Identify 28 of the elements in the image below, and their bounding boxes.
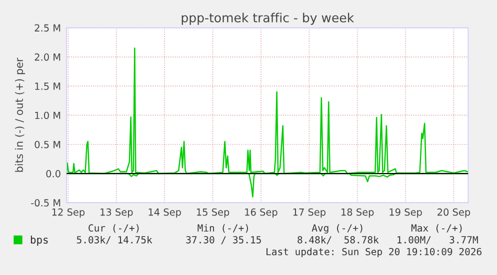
y-tick-label: -0.5 M	[31, 199, 60, 207]
x-tick-label: 18 Sep	[342, 208, 374, 218]
text: 1.00M/ 3.77M	[398, 236, 478, 244]
y-tick-label: 0.5 M	[34, 140, 60, 148]
y-axis-title: bits in (-) / out (+) per	[14, 58, 26, 172]
y-tick-label: 2.5 M	[34, 24, 60, 32]
x-tick-label: 13 Sep	[100, 208, 133, 218]
text: Last update: Sun Sep 20 19:10:09 2026	[266, 248, 482, 258]
x-tick-label: 16 Sep	[245, 208, 278, 218]
y-tick-label: 0.0	[46, 170, 60, 178]
text: Min (-/+)	[198, 224, 248, 233]
x-tick-label: 20 Sep	[438, 208, 470, 218]
text: Avg (-/+)	[312, 224, 362, 234]
legend-label: bps	[30, 236, 48, 246]
text: Cur (-/+)	[88, 224, 139, 233]
y-tick-label: 1.0 M	[35, 112, 60, 120]
x-tick-label: 15 Sep	[196, 208, 230, 218]
x-tick-label: 19 Sep	[390, 208, 422, 218]
y-tick-label: 1.5 M	[35, 82, 60, 90]
text: Max (-/+)	[411, 224, 462, 233]
y-tick-label: 2.0 M	[34, 53, 60, 61]
chart-title: ppp-tomek traffic - by week	[182, 12, 354, 25]
x-tick-label: 14 Sep	[148, 208, 181, 218]
text: 5.03k/ 14.75k	[76, 236, 152, 244]
x-tick-label: 12 Sep	[52, 208, 85, 218]
x-tick-label: 17 Sep	[293, 208, 326, 218]
text: 37.30 / 35.15	[186, 236, 261, 244]
text: 8.48k/ 58.78k	[298, 236, 379, 244]
